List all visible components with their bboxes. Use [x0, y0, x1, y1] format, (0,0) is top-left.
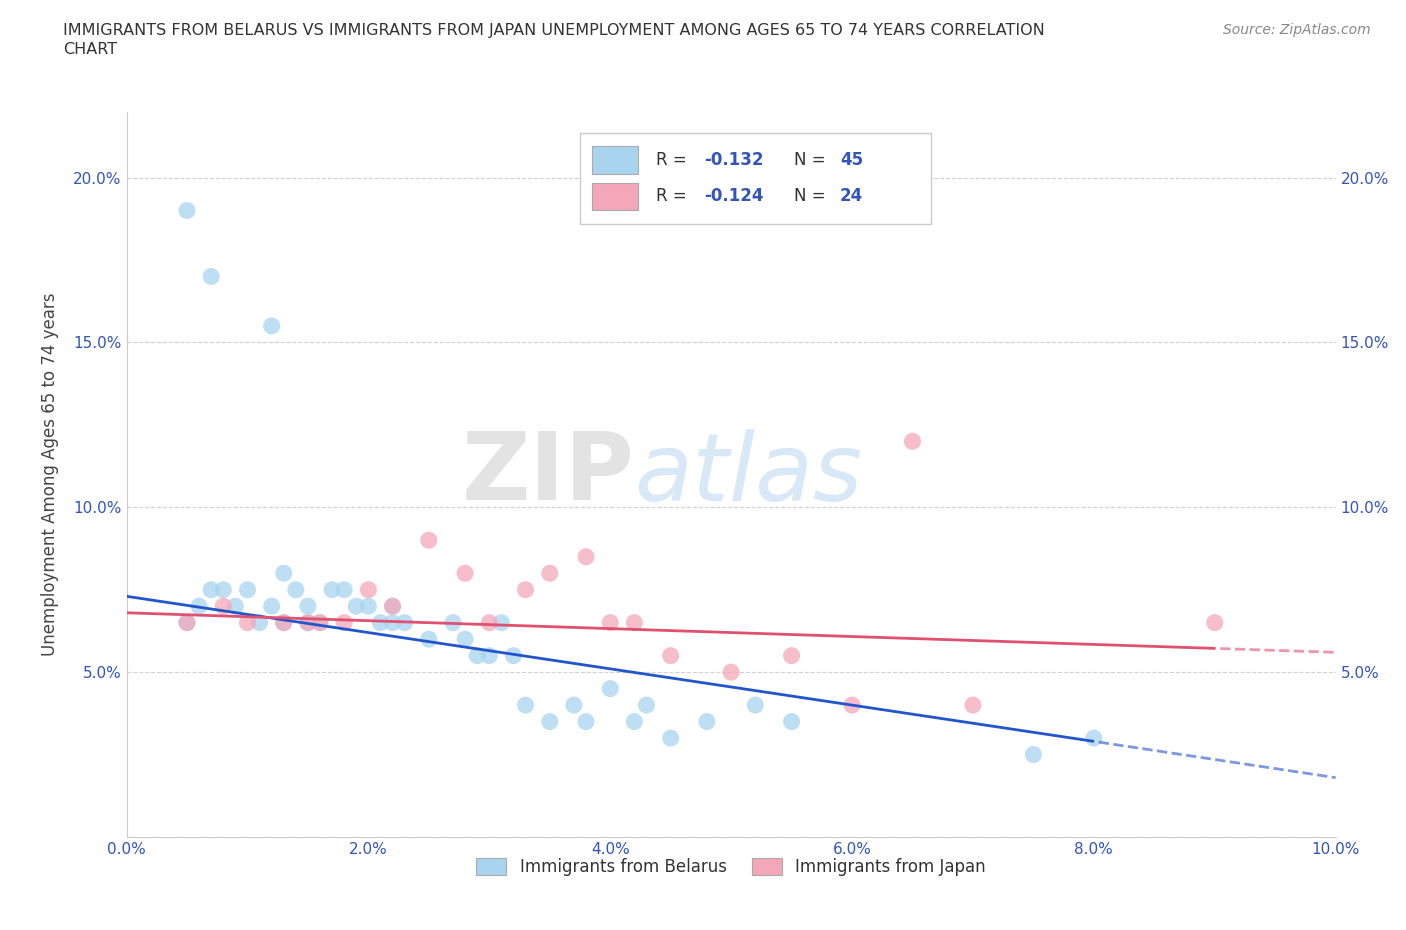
- Point: [297, 616, 319, 631]
- Point: [333, 616, 356, 631]
- Point: [200, 269, 222, 284]
- FancyBboxPatch shape: [581, 133, 931, 224]
- Text: N =: N =: [794, 188, 831, 206]
- Point: [236, 582, 259, 597]
- Text: atlas: atlas: [634, 429, 863, 520]
- Point: [418, 631, 440, 646]
- Point: [659, 648, 682, 663]
- Point: [357, 599, 380, 614]
- Point: [344, 599, 367, 614]
- Point: [357, 582, 380, 597]
- Point: [309, 616, 332, 631]
- Point: [538, 565, 561, 580]
- Point: [236, 616, 259, 631]
- Point: [309, 616, 332, 631]
- Point: [273, 616, 295, 631]
- Point: [515, 698, 537, 712]
- Point: [1022, 747, 1045, 762]
- Point: [659, 731, 682, 746]
- Point: [200, 582, 222, 597]
- Point: [901, 434, 924, 449]
- Point: [333, 582, 356, 597]
- Point: [575, 550, 598, 565]
- Point: [780, 714, 803, 729]
- Point: [744, 698, 766, 712]
- Point: [1204, 616, 1226, 631]
- Point: [623, 616, 645, 631]
- Legend: Immigrants from Belarus, Immigrants from Japan: Immigrants from Belarus, Immigrants from…: [470, 852, 993, 883]
- Point: [321, 582, 343, 597]
- Point: [188, 599, 211, 614]
- Point: [720, 665, 742, 680]
- Point: [636, 698, 658, 712]
- Point: [260, 318, 283, 333]
- Point: [297, 616, 319, 631]
- Point: [1083, 731, 1105, 746]
- Point: [454, 631, 477, 646]
- Point: [370, 616, 392, 631]
- Point: [623, 714, 645, 729]
- Point: [599, 681, 621, 696]
- Point: [441, 616, 464, 631]
- FancyBboxPatch shape: [592, 182, 638, 210]
- Text: N =: N =: [794, 152, 831, 169]
- Y-axis label: Unemployment Among Ages 65 to 74 years: Unemployment Among Ages 65 to 74 years: [41, 293, 59, 656]
- Text: 45: 45: [839, 152, 863, 169]
- Text: R =: R =: [657, 152, 692, 169]
- Point: [176, 616, 198, 631]
- Point: [465, 648, 488, 663]
- Text: -0.124: -0.124: [704, 188, 763, 206]
- Point: [562, 698, 585, 712]
- Text: R =: R =: [657, 188, 692, 206]
- FancyBboxPatch shape: [592, 146, 638, 174]
- Point: [224, 599, 246, 614]
- Point: [273, 565, 295, 580]
- Point: [176, 203, 198, 218]
- Point: [962, 698, 984, 712]
- Point: [381, 599, 404, 614]
- Point: [491, 616, 513, 631]
- Text: 24: 24: [839, 188, 863, 206]
- Point: [538, 714, 561, 729]
- Point: [841, 698, 863, 712]
- Text: IMMIGRANTS FROM BELARUS VS IMMIGRANTS FROM JAPAN UNEMPLOYMENT AMONG AGES 65 TO 7: IMMIGRANTS FROM BELARUS VS IMMIGRANTS FR…: [63, 23, 1045, 38]
- Point: [478, 616, 501, 631]
- Point: [273, 616, 295, 631]
- Point: [502, 648, 524, 663]
- Point: [176, 616, 198, 631]
- Text: Source: ZipAtlas.com: Source: ZipAtlas.com: [1223, 23, 1371, 37]
- Text: ZIP: ZIP: [461, 429, 634, 520]
- Text: -0.132: -0.132: [704, 152, 763, 169]
- Point: [297, 599, 319, 614]
- Point: [284, 582, 307, 597]
- Point: [599, 616, 621, 631]
- Point: [381, 599, 404, 614]
- Point: [575, 714, 598, 729]
- Point: [780, 648, 803, 663]
- Text: CHART: CHART: [63, 42, 117, 57]
- Point: [696, 714, 718, 729]
- Point: [394, 616, 416, 631]
- Point: [212, 599, 235, 614]
- Point: [212, 582, 235, 597]
- Point: [478, 648, 501, 663]
- Point: [454, 565, 477, 580]
- Point: [249, 616, 271, 631]
- Point: [515, 582, 537, 597]
- Point: [418, 533, 440, 548]
- Point: [381, 616, 404, 631]
- Point: [260, 599, 283, 614]
